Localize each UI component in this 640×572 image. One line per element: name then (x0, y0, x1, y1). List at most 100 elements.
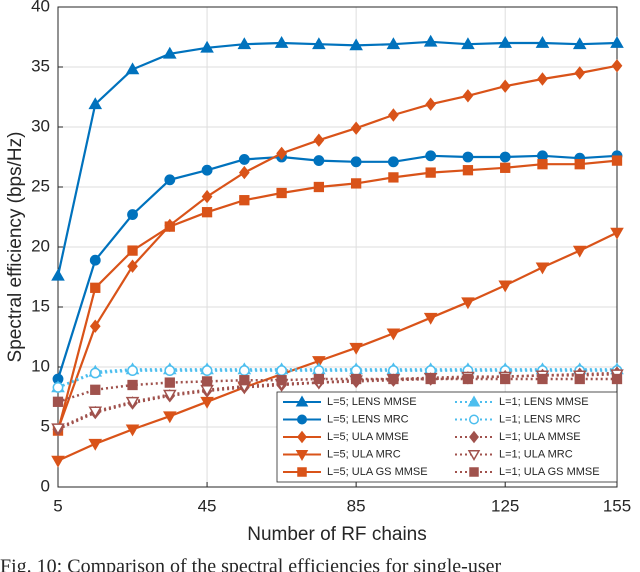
marker (462, 165, 474, 176)
legend-label: L=1; LENS MRC (499, 413, 581, 425)
marker (423, 34, 438, 47)
marker (313, 373, 325, 385)
marker (537, 159, 548, 170)
marker (200, 40, 214, 53)
marker (276, 365, 288, 377)
marker (312, 356, 326, 369)
marker (350, 121, 362, 135)
marker (238, 365, 250, 377)
marker (535, 35, 550, 48)
marker (125, 396, 140, 409)
marker (611, 155, 623, 166)
legend-marker (297, 467, 307, 477)
marker (164, 365, 176, 377)
legend-label: L=5; ULA MRC (327, 448, 401, 460)
marker (350, 178, 362, 189)
y-tick-label: 25 (31, 176, 50, 195)
legend-marker (297, 430, 307, 444)
marker (201, 365, 213, 377)
series-line (56, 40, 618, 277)
marker (499, 151, 511, 163)
legend-marker (295, 395, 309, 407)
legend-label: L=5; LENS MMSE (327, 396, 417, 408)
y-axis-label: Spectral efficiency (bps/Hz) (5, 132, 26, 363)
marker (572, 37, 587, 50)
marker (537, 373, 548, 385)
legend-marker (469, 467, 479, 477)
marker (425, 150, 437, 162)
marker (238, 153, 250, 165)
marker (127, 209, 138, 221)
marker (274, 35, 289, 48)
marker (201, 164, 213, 176)
marker (163, 389, 177, 402)
marker (90, 384, 101, 395)
y-tick-label: 20 (31, 236, 50, 255)
y-tick-label: 10 (31, 356, 50, 375)
x-tick-label: 125 (491, 496, 519, 515)
axes-frame (57, 6, 618, 488)
marker (461, 37, 475, 50)
marker (462, 151, 474, 163)
marker (276, 375, 287, 386)
marker (313, 133, 325, 147)
x-tick-label: 5 (53, 496, 62, 515)
x-tick-label: 155 (603, 496, 631, 515)
marker (52, 396, 64, 407)
marker (127, 259, 138, 273)
legend-label: L=1; LENS MMSE (499, 396, 589, 408)
marker (500, 373, 511, 385)
series-line (56, 159, 618, 431)
y-tick-label: 15 (31, 296, 50, 315)
y-tick-label: 40 (31, 0, 50, 15)
marker (89, 319, 101, 333)
series-line (57, 231, 618, 462)
y-tick-label: 5 (41, 416, 50, 435)
caption: Fig. 10: Comparison of the spectral effi… (0, 556, 502, 572)
marker (201, 376, 213, 387)
marker (89, 367, 101, 379)
series-line (57, 372, 618, 430)
marker (88, 438, 103, 451)
marker (535, 262, 550, 275)
marker (127, 365, 138, 377)
marker (163, 46, 177, 59)
marker (611, 373, 623, 385)
series-line (57, 369, 617, 389)
legend: L=5; LENS MMSE L=5; LENS MRC L=5; ULA MMSE… (276, 391, 618, 483)
marker (611, 59, 623, 73)
marker (201, 189, 213, 204)
marker (461, 297, 475, 310)
marker (500, 162, 511, 173)
marker (425, 373, 436, 385)
marker (276, 146, 287, 161)
marker (237, 37, 252, 50)
legend-marker (469, 414, 479, 425)
marker (313, 155, 325, 167)
legend-label: L=5; ULA MMSE (327, 431, 409, 443)
marker (572, 245, 587, 258)
marker (88, 97, 103, 110)
marker (349, 38, 363, 51)
marker (574, 373, 585, 385)
series-line (57, 377, 617, 403)
legend-marker (467, 395, 481, 407)
y-tick-label: 0 (41, 476, 50, 495)
legend-label: L=5; ULA GS MMSE (327, 466, 428, 478)
marker (498, 35, 512, 48)
marker (90, 282, 101, 293)
legend-label: L=1; ULA GS MMSE (499, 466, 600, 478)
series-line (56, 154, 618, 380)
marker (386, 328, 401, 341)
legend-marker (295, 450, 309, 462)
legend-label: L=1; ULA MMSE (499, 431, 581, 443)
marker (313, 181, 325, 193)
x-tick-label: 85 (347, 496, 366, 515)
marker (51, 268, 65, 281)
legend-marker (467, 450, 481, 462)
marker (88, 406, 103, 419)
marker (388, 172, 399, 183)
marker (498, 280, 512, 293)
marker (51, 455, 65, 468)
